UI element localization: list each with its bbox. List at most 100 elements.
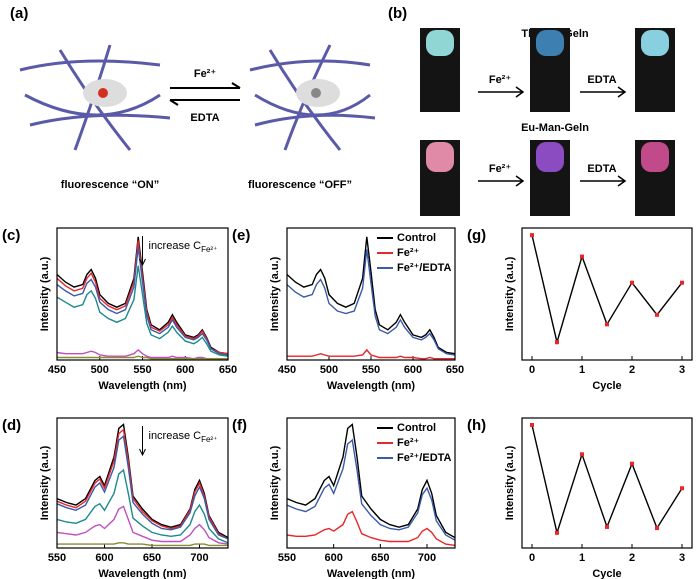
plot-frame — [56, 227, 229, 361]
arrow-label: EDTA — [190, 112, 219, 124]
y-axis-label: Intensity (a.u.) — [269, 445, 281, 520]
marker — [555, 530, 559, 535]
x-tick-label: 0 — [529, 364, 535, 376]
x-tick-label: 0 — [529, 552, 535, 564]
y-axis-label: Intensity (a.u.) — [39, 445, 51, 520]
panel-label: (b) — [388, 5, 407, 22]
cycle-line — [531, 424, 683, 536]
x-tick-label: 550 — [48, 552, 66, 564]
x-tick-label: 550 — [362, 364, 380, 376]
spectrum-line — [57, 542, 228, 547]
annotation-head — [139, 448, 146, 457]
panel-label: (f) — [232, 417, 247, 434]
spectrum-line — [56, 505, 229, 545]
marker — [630, 461, 634, 466]
x-tick-label: 550 — [278, 552, 296, 564]
legend-label: Control — [397, 232, 436, 244]
x-tick-label: 700 — [190, 552, 208, 564]
x-tick-label: 650 — [143, 552, 161, 564]
vials-eu — [420, 140, 675, 216]
marker — [680, 486, 684, 491]
spectrum-line — [56, 246, 229, 356]
panel-label: (c) — [2, 227, 20, 244]
x-tick-label: 600 — [95, 552, 113, 564]
marker — [655, 526, 659, 531]
annotation-subscript: Fe²⁺ — [201, 435, 217, 444]
y-axis-label: Intensity (a.u.) — [39, 256, 51, 331]
spectrum-line — [286, 249, 456, 356]
panel-label: (d) — [2, 417, 21, 434]
y-axis-label: Intensity (a.u.) — [504, 256, 516, 331]
spectrum-line — [56, 348, 228, 360]
marker — [630, 280, 634, 285]
arrow-label: Fe²⁺ — [194, 68, 217, 80]
spectrum-line — [56, 423, 229, 539]
x-axis-label: Cycle — [592, 568, 621, 579]
marker — [605, 524, 609, 529]
panel-b: (b) Tb-Man-Geln Eu-Man-Geln Fe²⁺ EDTA Fe… — [388, 5, 675, 216]
x-tick-label: 650 — [371, 552, 389, 564]
x-tick-label: 2 — [629, 364, 635, 376]
x-tick-label: 700 — [418, 552, 436, 564]
plot-frame — [286, 417, 456, 549]
plot-frame — [56, 417, 229, 549]
arrow — [170, 82, 241, 89]
legend-label: Fe²⁺/EDTA — [397, 452, 452, 464]
y-axis-label: Intensity (a.u.) — [504, 445, 516, 520]
plot-frame — [286, 227, 456, 361]
panel-label: (a) — [10, 5, 28, 22]
step-label: EDTA — [587, 163, 616, 175]
spectrum-line — [56, 434, 229, 540]
spectrum-line — [56, 468, 229, 544]
caption: fluorescence “OFF” — [248, 179, 352, 191]
annotation-text: increase C — [149, 430, 202, 442]
x-tick-label: 450 — [48, 364, 66, 376]
annotation-text: increase C — [149, 240, 202, 252]
x-axis-label: Wavelength (nm) — [98, 568, 187, 579]
legend-label: Fe²⁺ — [397, 437, 420, 449]
marker — [580, 254, 584, 259]
spectrum-line — [57, 355, 228, 360]
x-tick-label: 650 — [219, 364, 237, 376]
x-tick-label: 450 — [278, 364, 296, 376]
y-axis-label: Intensity (a.u.) — [269, 256, 281, 331]
x-tick-label: 500 — [320, 364, 338, 376]
spectrum-line — [287, 348, 455, 360]
arrows — [478, 86, 627, 187]
spectrum-line — [286, 236, 456, 355]
x-tick-label: 600 — [324, 552, 342, 564]
x-tick-label: 600 — [176, 364, 194, 376]
x-axis-label: Wavelength (nm) — [327, 568, 416, 579]
x-tick-label: 650 — [446, 364, 464, 376]
x-tick-label: 600 — [404, 364, 422, 376]
panel-a: (a) Fe²⁺ EDTA fluorescence “ON” fluoresc… — [10, 5, 376, 191]
x-axis-label: Wavelength (nm) — [327, 380, 416, 392]
plot-frame — [521, 417, 693, 549]
step-label: Fe²⁺ — [489, 163, 512, 175]
legend-label: Control — [397, 422, 436, 434]
marker — [580, 452, 584, 457]
spectrum-line — [286, 438, 456, 541]
marker — [555, 340, 559, 345]
arrow — [169, 99, 240, 106]
marker — [680, 280, 684, 285]
row-title: Eu-Man-Geln — [521, 122, 589, 134]
x-axis-label: Wavelength (nm) — [98, 380, 187, 392]
panel-label: (h) — [467, 417, 486, 434]
x-tick-label: 500 — [91, 364, 109, 376]
marker — [530, 423, 534, 428]
step-label: Fe²⁺ — [489, 74, 512, 86]
marker — [530, 233, 534, 238]
ion-on — [98, 88, 108, 98]
annotation: increase CFe²⁺ — [149, 240, 218, 254]
vials-tb — [420, 28, 675, 112]
spectrum-line — [56, 428, 229, 540]
x-tick-label: 550 — [133, 364, 151, 376]
step-label: EDTA — [587, 74, 616, 86]
x-tick-label: 1 — [579, 552, 585, 564]
x-axis-label: Cycle — [592, 380, 621, 392]
annotation-head — [139, 258, 146, 267]
x-tick-label: 2 — [629, 552, 635, 564]
x-tick-label: 3 — [679, 364, 685, 376]
marker — [655, 312, 659, 317]
